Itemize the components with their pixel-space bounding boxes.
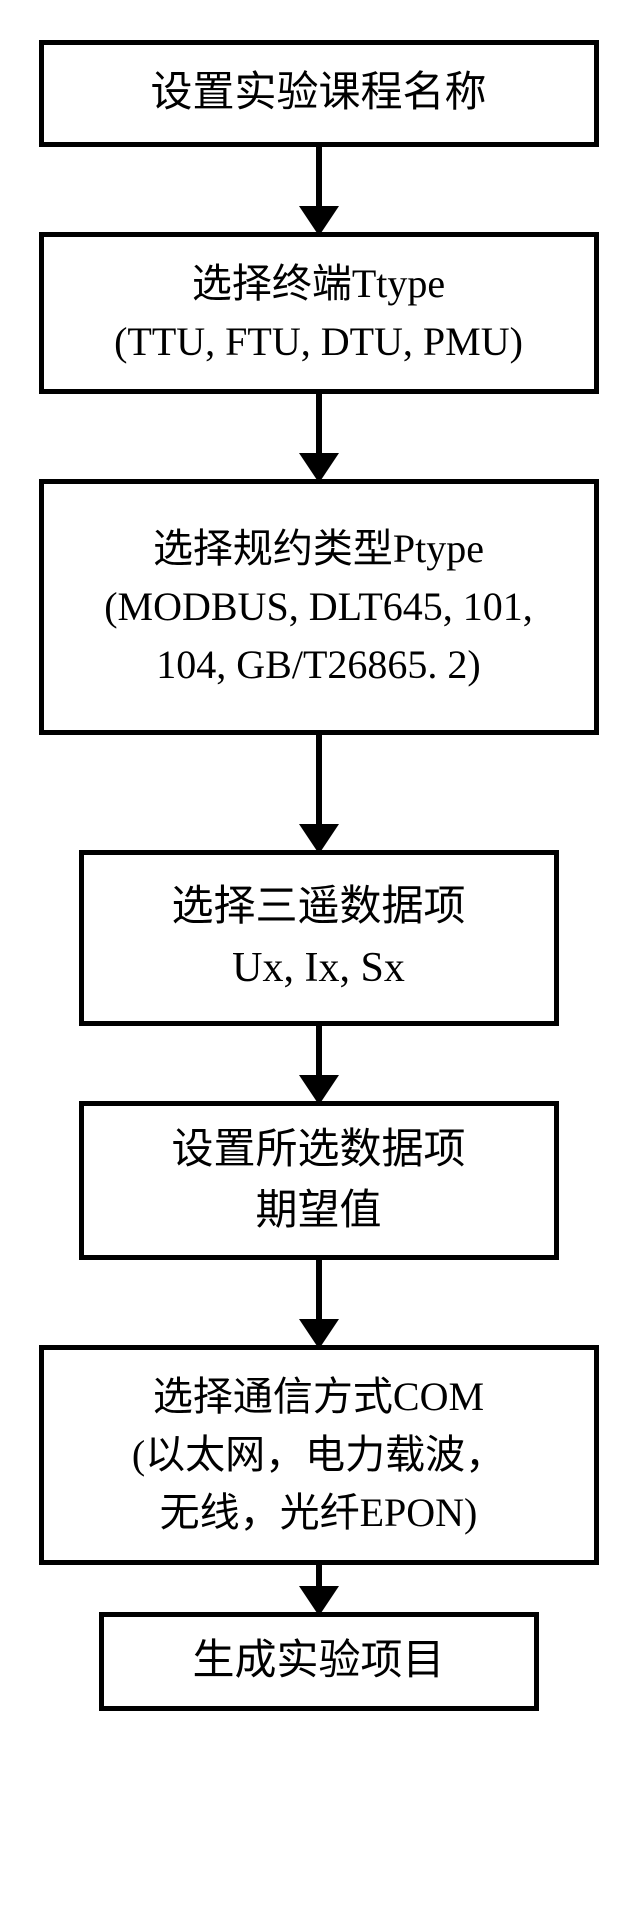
node-text-line: Ux, Ix, Sx	[104, 938, 534, 999]
node-text-line: 104, GB/T26865. 2)	[64, 636, 574, 694]
node-text-line: 选择终端Ttype	[64, 255, 574, 313]
arrow-shaft	[316, 394, 322, 454]
arrow-shaft	[316, 1260, 322, 1320]
flowchart-container: 设置实验课程名称选择终端Ttype(TTU, FTU, DTU, PMU)选择规…	[39, 40, 599, 1711]
flowchart-node: 生成实验项目	[99, 1612, 539, 1711]
flowchart-node: 设置所选数据项期望值	[79, 1101, 559, 1261]
flowchart-arrow	[299, 1260, 339, 1345]
flowchart-arrow	[299, 394, 339, 479]
node-text-line: 设置实验课程名称	[64, 63, 574, 124]
flowchart-arrow	[299, 147, 339, 232]
flowchart-arrow	[299, 735, 339, 850]
node-text-line: (以太网，电力载波，	[64, 1426, 574, 1484]
node-text-line: 选择规约类型Ptype	[64, 520, 574, 578]
node-text-line: (MODBUS, DLT645, 101,	[64, 578, 574, 636]
node-text-line: 设置所选数据项	[104, 1120, 534, 1181]
node-text-line: (TTU, FTU, DTU, PMU)	[64, 313, 574, 371]
flowchart-node: 选择通信方式COM(以太网，电力载波，无线，光纤EPON)	[39, 1345, 599, 1565]
flowchart-node: 设置实验课程名称	[39, 40, 599, 147]
node-text-line: 期望值	[104, 1181, 534, 1242]
flowchart-arrow	[299, 1026, 339, 1101]
arrow-shaft	[316, 147, 322, 207]
flowchart-node: 选择终端Ttype(TTU, FTU, DTU, PMU)	[39, 232, 599, 394]
node-text-line: 选择三遥数据项	[104, 877, 534, 938]
node-text-line: 生成实验项目	[124, 1631, 514, 1692]
flowchart-arrow	[299, 1565, 339, 1612]
flowchart-node: 选择规约类型Ptype(MODBUS, DLT645, 101,104, GB/…	[39, 479, 599, 735]
arrow-shaft	[316, 1026, 322, 1076]
arrow-shaft	[316, 1565, 322, 1587]
node-text-line: 选择通信方式COM	[64, 1368, 574, 1426]
node-text-line: 无线，光纤EPON)	[64, 1484, 574, 1542]
flowchart-node: 选择三遥数据项Ux, Ix, Sx	[79, 850, 559, 1026]
arrow-shaft	[316, 735, 322, 825]
